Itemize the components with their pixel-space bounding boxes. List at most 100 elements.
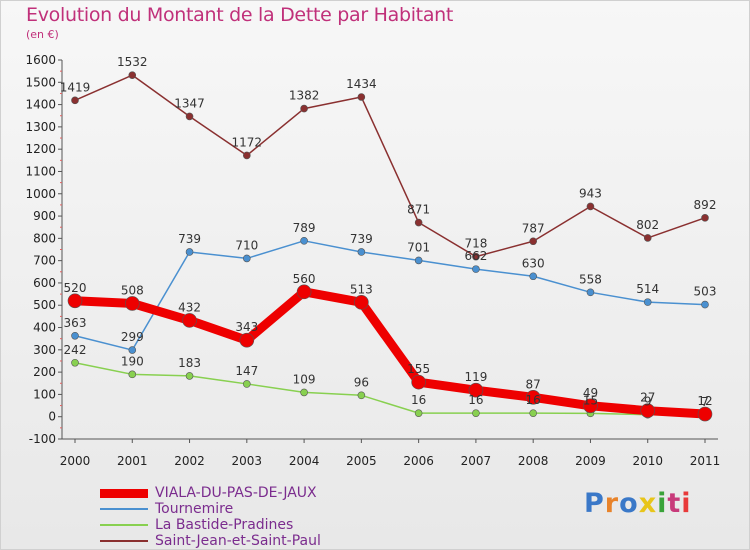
y-tick-label: 600 [33, 276, 56, 290]
x-tick-label: 2009 [575, 454, 606, 468]
y-tick-label: 1500 [25, 75, 56, 89]
data-point-viala-du-pas-de-jaux [697, 406, 713, 422]
data-point-la-bastide-pradines [71, 358, 79, 367]
data-label-viala-du-pas-de-jaux: 432 [178, 300, 201, 314]
logo-letter: i [657, 488, 668, 519]
data-label-tournemire: 739 [350, 232, 373, 246]
legend-swatch [100, 524, 148, 526]
series-lines [67, 71, 713, 422]
y-tick-label: 400 [33, 321, 56, 335]
data-label-viala-du-pas-de-jaux: 508 [121, 283, 144, 297]
legend-label: Tournemire [155, 501, 234, 517]
y-tick-label: 900 [33, 209, 56, 223]
legend-swatch [100, 508, 148, 510]
y-tick-label: 300 [33, 343, 56, 357]
data-point-tournemire [701, 300, 709, 309]
data-point-saint-jean-et-saint-paul [300, 104, 308, 113]
legend-swatch [100, 488, 148, 498]
data-point-la-bastide-pradines [414, 409, 423, 417]
data-point-tournemire [128, 346, 137, 354]
data-point-saint-jean-et-saint-paul [243, 151, 251, 160]
data-label-tournemire: 363 [64, 316, 87, 330]
x-tick-label: 2010 [632, 454, 663, 468]
data-label-viala-du-pas-de-jaux: 49 [583, 386, 598, 400]
data-label-la-bastide-pradines: 190 [121, 354, 144, 368]
logo-letter: r [604, 488, 620, 519]
logo-letter: o [619, 488, 639, 519]
series-line-saint-jean-et-saint-paul [74, 74, 706, 258]
data-point-tournemire [243, 254, 251, 263]
data-point-viala-du-pas-de-jaux [525, 390, 541, 405]
data-label-viala-du-pas-de-jaux: 119 [464, 370, 487, 384]
data-label-la-bastide-pradines: 15 [583, 393, 598, 407]
data-point-viala-du-pas-de-jaux [468, 382, 484, 398]
data-label-tournemire: 701 [407, 240, 430, 254]
y-tick-label: 1300 [25, 120, 56, 134]
series-line-tournemire [74, 240, 706, 351]
data-point-la-bastide-pradines [128, 370, 137, 379]
proxiti-logo: Proxiti [584, 488, 692, 519]
data-point-saint-jean-et-saint-paul [586, 202, 595, 211]
data-label-saint-jean-et-saint-paul: 871 [407, 203, 430, 217]
x-tick-label: 2007 [461, 454, 492, 468]
x-tick-label: 2002 [174, 454, 205, 468]
data-label-viala-du-pas-de-jaux: 12 [697, 394, 712, 408]
data-label-tournemire: 662 [464, 249, 487, 263]
data-point-saint-jean-et-saint-paul [643, 234, 652, 242]
data-label-tournemire: 558 [579, 272, 602, 286]
data-label-tournemire: 739 [178, 232, 201, 246]
logo-letter: P [584, 488, 605, 519]
data-point-tournemire [472, 265, 480, 273]
data-point-tournemire [414, 256, 423, 265]
legend-label: La Bastide-Pradines [155, 517, 294, 533]
data-label-saint-jean-et-saint-paul: 1419 [60, 80, 91, 94]
data-label-viala-du-pas-de-jaux: 155 [407, 362, 430, 376]
data-point-la-bastide-pradines [243, 380, 251, 388]
chart-subtitle: (en €) [26, 28, 59, 41]
data-point-saint-jean-et-saint-paul [128, 71, 137, 79]
y-tick-label: 700 [33, 254, 56, 268]
data-point-viala-du-pas-de-jaux [411, 374, 426, 390]
data-point-saint-jean-et-saint-paul [414, 218, 423, 227]
data-point-la-bastide-pradines [357, 391, 366, 400]
data-label-la-bastide-pradines: 96 [354, 375, 369, 389]
data-label-viala-du-pas-de-jaux: 520 [64, 281, 87, 295]
data-label-la-bastide-pradines: 16 [411, 393, 426, 407]
data-label-la-bastide-pradines: 183 [178, 356, 201, 370]
data-point-tournemire [300, 237, 308, 245]
data-point-viala-du-pas-de-jaux [67, 293, 83, 309]
data-point-saint-jean-et-saint-paul [357, 93, 366, 101]
y-tick-label: 1100 [25, 164, 56, 178]
data-point-saint-jean-et-saint-paul [701, 214, 709, 222]
y-tick-label: 1200 [25, 142, 56, 156]
data-label-tournemire: 503 [694, 285, 717, 299]
chart-title: Evolution du Montant de la Dette par Hab… [26, 4, 454, 26]
x-tick-label: 2001 [117, 454, 148, 468]
data-label-saint-jean-et-saint-paul: 943 [579, 186, 602, 200]
y-tick-label: 1400 [25, 98, 56, 112]
data-label-saint-jean-et-saint-paul: 892 [694, 198, 717, 212]
data-point-viala-du-pas-de-jaux [124, 296, 140, 311]
y-tick-label: 200 [33, 365, 56, 379]
y-tick-label: 800 [33, 231, 56, 245]
data-label-viala-du-pas-de-jaux: 513 [350, 282, 373, 296]
x-tick-label: 2005 [346, 454, 377, 468]
data-label-saint-jean-et-saint-paul: 1382 [289, 89, 320, 103]
data-point-saint-jean-et-saint-paul [185, 112, 194, 121]
data-label-tournemire: 789 [293, 221, 316, 235]
data-label-saint-jean-et-saint-paul: 1347 [174, 96, 205, 110]
logo-letter: t [667, 488, 682, 519]
y-tick-label: 1600 [25, 53, 56, 67]
data-label-viala-du-pas-de-jaux: 343 [235, 320, 258, 334]
data-label-saint-jean-et-saint-paul: 718 [464, 237, 487, 251]
data-point-tournemire [586, 288, 595, 297]
x-tick-label: 2000 [60, 454, 91, 468]
data-label-viala-du-pas-de-jaux: 560 [293, 272, 316, 286]
data-point-tournemire [529, 272, 537, 281]
x-tick-label: 2006 [403, 454, 434, 468]
data-label-la-bastide-pradines: 7 [701, 395, 709, 409]
data-point-viala-du-pas-de-jaux [583, 398, 598, 414]
y-tick-label: 1000 [25, 187, 56, 201]
data-point-tournemire [357, 248, 366, 256]
